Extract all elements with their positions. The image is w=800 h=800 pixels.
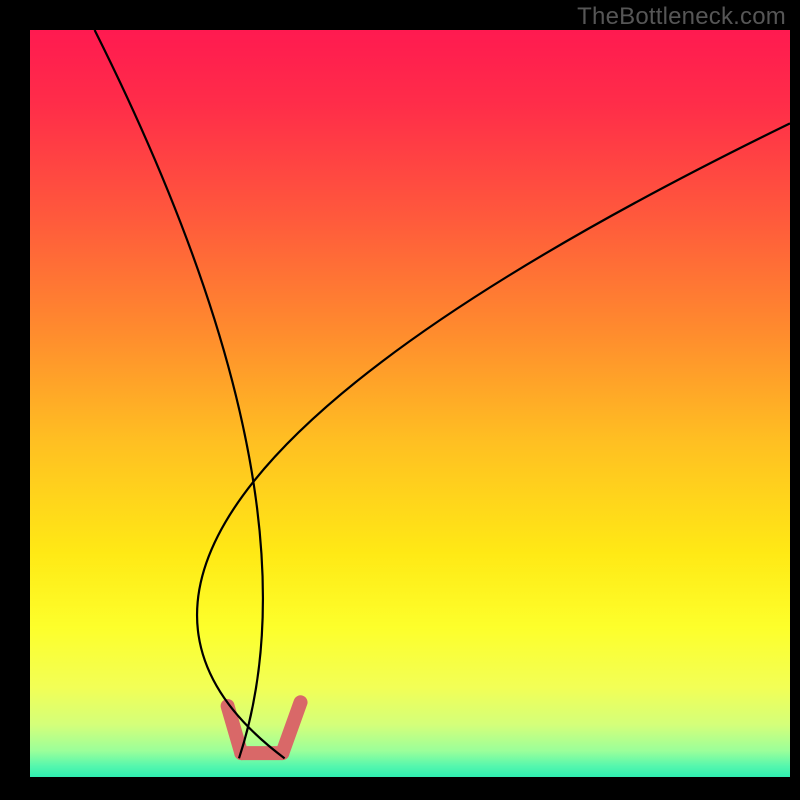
plot-border-right: [790, 0, 800, 800]
chart-frame: TheBottleneck.com: [0, 0, 800, 800]
gradient-background: [30, 30, 790, 777]
watermark-text: TheBottleneck.com: [577, 3, 786, 31]
bottleneck-chart: [0, 0, 800, 800]
plot-border-left: [0, 0, 30, 800]
plot-border-bottom: [0, 777, 800, 800]
